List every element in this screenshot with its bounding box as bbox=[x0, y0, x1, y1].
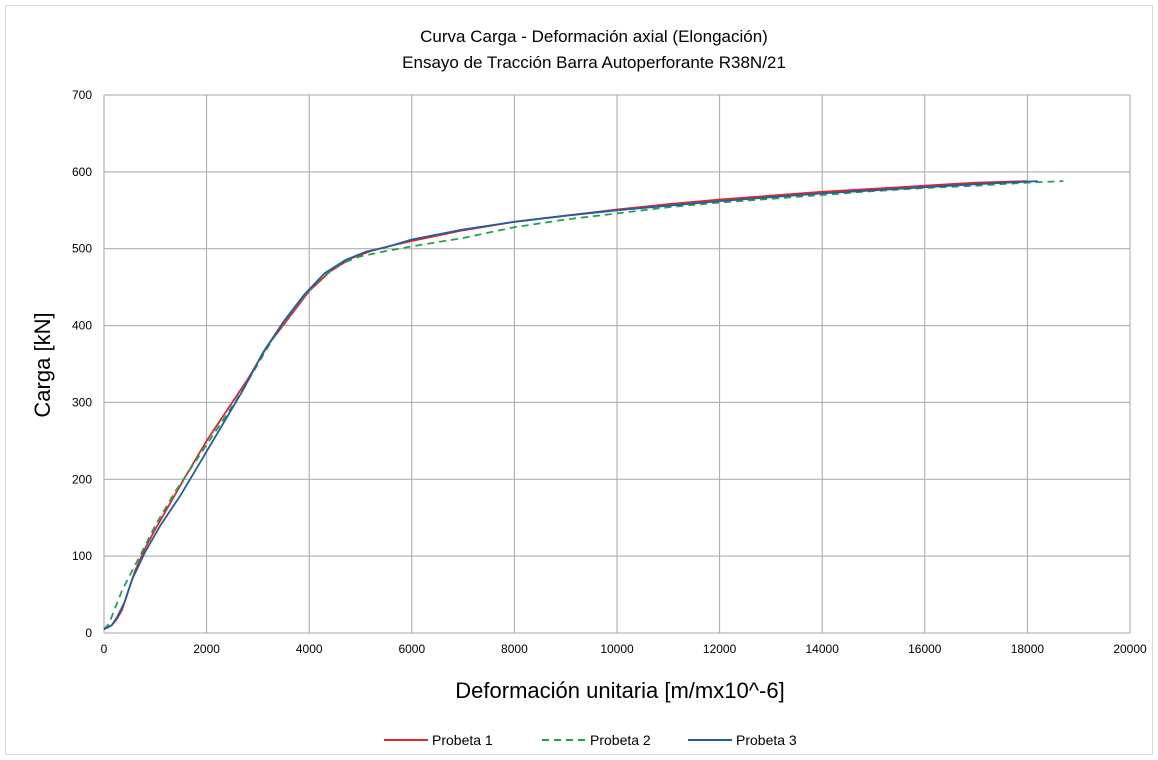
series-lines bbox=[103, 180, 1064, 631]
x-tick-label-6: 12000 bbox=[703, 642, 737, 656]
x-tick-label-9: 18000 bbox=[1011, 642, 1045, 656]
x-tick-label-2: 4000 bbox=[296, 642, 323, 656]
series-line-2 bbox=[103, 180, 1064, 630]
x-tick-label-3: 6000 bbox=[398, 642, 425, 656]
chart-frame bbox=[5, 5, 1153, 755]
legend-label-2: Probeta 2 bbox=[590, 732, 651, 748]
y-tick-label-4: 400 bbox=[72, 319, 92, 333]
y-tick-label-5: 500 bbox=[72, 242, 92, 256]
series-line-3 bbox=[103, 180, 1038, 631]
legend-label-3: Probeta 3 bbox=[736, 732, 797, 748]
legend-label-1: Probeta 1 bbox=[432, 732, 493, 748]
grid bbox=[103, 94, 1131, 634]
x-tick-label-7: 14000 bbox=[806, 642, 840, 656]
y-axis-label: Carga [kN] bbox=[30, 312, 55, 417]
chart-title: Curva Carga - Deformación axial (Elongac… bbox=[420, 27, 768, 46]
y-tick-label-2: 200 bbox=[72, 472, 92, 486]
legend: Probeta 1 Probeta 2 Probeta 3 bbox=[384, 732, 797, 748]
x-tick-label-1: 2000 bbox=[193, 642, 220, 656]
x-tick-label-0: 0 bbox=[101, 642, 108, 656]
y-tick-label-1: 100 bbox=[72, 549, 92, 563]
tick-labels: 0 2000 4000 6000 8000 10000 12000 14000 16000 180… bbox=[72, 88, 1147, 656]
y-tick-label-7: 700 bbox=[72, 88, 92, 102]
x-tick-label-5: 10000 bbox=[600, 642, 634, 656]
chart-subtitle: Ensayo de Tracción Barra Autoperforante … bbox=[402, 53, 786, 72]
y-tick-label-3: 300 bbox=[72, 395, 92, 409]
x-tick-label-8: 16000 bbox=[908, 642, 942, 656]
y-tick-label-0: 0 bbox=[85, 626, 92, 640]
y-tick-label-6: 600 bbox=[72, 165, 92, 179]
x-axis-label: Deformación unitaria [m/mx10^-6] bbox=[455, 678, 784, 703]
x-tick-label-10: 20000 bbox=[1113, 642, 1147, 656]
x-tick-label-4: 8000 bbox=[501, 642, 528, 656]
